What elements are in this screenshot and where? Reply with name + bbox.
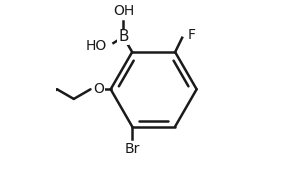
Text: O: O bbox=[93, 82, 104, 96]
Text: F: F bbox=[187, 28, 196, 42]
Text: HO: HO bbox=[85, 39, 107, 53]
Text: OH: OH bbox=[113, 4, 134, 18]
Text: B: B bbox=[118, 29, 129, 44]
Text: Br: Br bbox=[124, 142, 140, 156]
